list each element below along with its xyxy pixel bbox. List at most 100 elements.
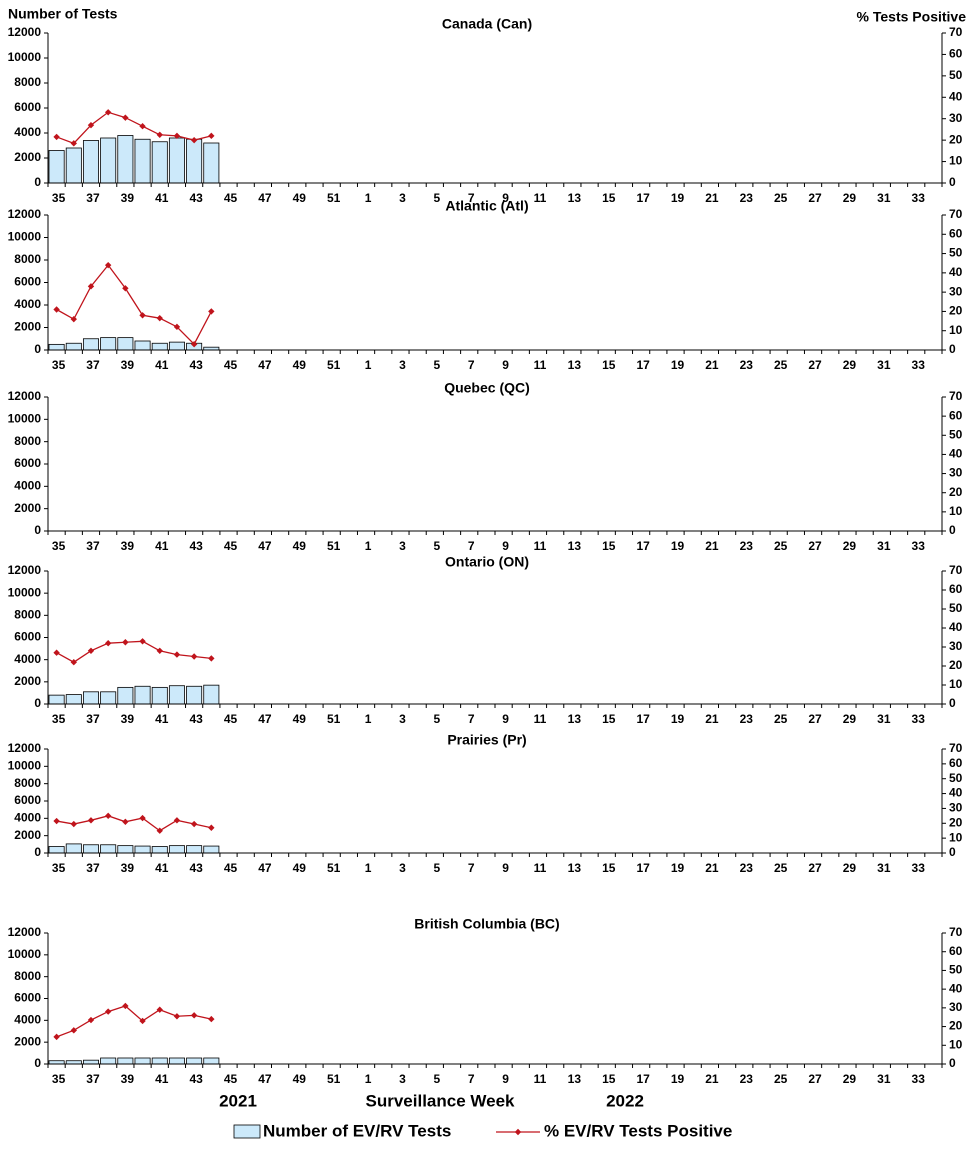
marker xyxy=(156,1006,163,1013)
bar xyxy=(168,685,185,705)
x-tick-label: 43 xyxy=(189,358,203,372)
y2-tick-label: 50 xyxy=(949,771,963,785)
bar xyxy=(48,846,65,854)
y-tick-label: 4000 xyxy=(14,1013,41,1027)
x-tick-label: 45 xyxy=(224,712,238,726)
y2-tick-label: 0 xyxy=(949,523,956,537)
x-tick-label: 17 xyxy=(636,861,650,875)
bar xyxy=(100,844,117,854)
x-tick-label: 29 xyxy=(843,358,857,372)
x-tick-label: 3 xyxy=(399,861,406,875)
x-tick-label: 31 xyxy=(877,191,891,205)
x-tick-label: 33 xyxy=(912,712,926,726)
y2-tick-label: 70 xyxy=(949,925,963,939)
x-tick-label: 5 xyxy=(433,1072,440,1086)
y2-tick-label: 40 xyxy=(949,89,963,103)
y2-tick-label: 60 xyxy=(949,408,963,422)
y2-tick-label: 40 xyxy=(949,786,963,800)
bar xyxy=(151,1057,168,1065)
line xyxy=(56,111,212,145)
x-tick-label: 33 xyxy=(912,191,926,205)
x-tick-label: 21 xyxy=(705,1072,719,1086)
bar xyxy=(48,694,65,705)
marker xyxy=(208,655,215,662)
y-tick-label: 8000 xyxy=(14,608,41,622)
panel-title: Prairies (Pr) xyxy=(447,732,526,748)
bar xyxy=(82,691,99,705)
y-tick-label: 10000 xyxy=(8,585,42,599)
x-tick-label: 3 xyxy=(399,358,406,372)
x-tick-label: 19 xyxy=(671,358,685,372)
x-tick-label: 25 xyxy=(774,191,788,205)
y2-tick-label: 60 xyxy=(949,944,963,958)
x-tick-label: 31 xyxy=(877,712,891,726)
x-tick-label: 37 xyxy=(86,191,100,205)
marker xyxy=(139,123,146,130)
x-tick-label: 5 xyxy=(433,191,440,205)
x-tick-label: 33 xyxy=(912,1072,926,1086)
y-tick-label: 2000 xyxy=(14,1034,41,1048)
marker xyxy=(190,653,198,660)
bar xyxy=(203,142,220,184)
bar xyxy=(134,845,151,854)
x-tick-label: 47 xyxy=(258,358,272,372)
x-tick-label: 19 xyxy=(671,191,685,205)
y-tick-label: 4000 xyxy=(14,125,41,139)
marker xyxy=(156,314,163,322)
x-tick-label: 37 xyxy=(86,358,100,372)
marker xyxy=(190,136,198,144)
y-tick-label: 12000 xyxy=(8,741,42,755)
x-tick-label: 31 xyxy=(877,358,891,372)
marker xyxy=(104,109,112,116)
line xyxy=(56,640,212,663)
x-tick-label: 31 xyxy=(877,1072,891,1086)
marker xyxy=(208,824,215,831)
x-tick-label: 1 xyxy=(365,191,372,205)
bar xyxy=(100,337,117,351)
x-tick-label: 15 xyxy=(602,1072,616,1086)
marker xyxy=(87,1016,95,1024)
x-tick-label: 29 xyxy=(843,712,857,726)
x-tick-label: 19 xyxy=(671,539,685,553)
x-tick-label: 43 xyxy=(189,712,203,726)
bar xyxy=(82,844,99,854)
bar xyxy=(65,147,82,184)
x-tick-label: 1 xyxy=(365,1072,372,1086)
y-tick-label: 4000 xyxy=(14,297,41,311)
x-tick-label: 25 xyxy=(774,539,788,553)
x-tick-label: 31 xyxy=(877,539,891,553)
x-tick-label: 47 xyxy=(258,191,272,205)
x-tick-label: 45 xyxy=(224,861,238,875)
y2-tick-label: 10 xyxy=(949,154,963,168)
y-tick-label: 6000 xyxy=(14,793,41,807)
x-tick-label: 7 xyxy=(468,358,475,372)
x-tick-label: 15 xyxy=(602,358,616,372)
bar xyxy=(186,685,203,705)
bar xyxy=(151,686,168,705)
bar xyxy=(203,1057,220,1065)
bar xyxy=(203,845,220,854)
x-tick-label: 21 xyxy=(705,861,719,875)
marker xyxy=(156,131,163,138)
bar xyxy=(100,137,117,184)
bar xyxy=(134,1057,151,1065)
marker xyxy=(104,812,112,820)
y2-tick-label: 20 xyxy=(949,658,963,672)
bar xyxy=(100,1057,117,1065)
y-tick-label: 6000 xyxy=(14,100,41,114)
y2-tick-label: 30 xyxy=(949,801,963,815)
x-tick-label: 9 xyxy=(502,358,509,372)
y2-tick-label: 20 xyxy=(949,485,963,499)
y2-tick-label: 40 xyxy=(949,265,963,279)
marker xyxy=(208,1015,215,1023)
bar xyxy=(82,338,99,351)
x-tick-label: 49 xyxy=(293,539,307,553)
line xyxy=(56,264,212,346)
y-tick-label: 6000 xyxy=(14,630,41,644)
line xyxy=(56,815,212,832)
x-tick-label: 13 xyxy=(568,1072,582,1086)
x-tick-label: 49 xyxy=(293,712,307,726)
x-tick-label: 33 xyxy=(912,539,926,553)
x-tick-label: 51 xyxy=(327,191,341,205)
bar xyxy=(100,691,117,705)
